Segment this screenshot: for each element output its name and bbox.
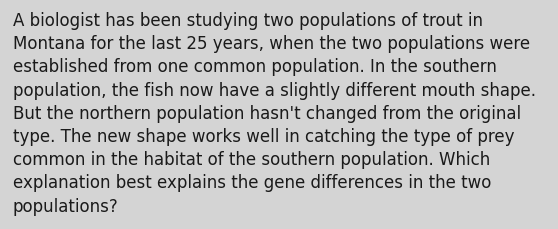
Text: population, the fish now have a slightly different mouth shape.: population, the fish now have a slightly… bbox=[13, 81, 536, 99]
Text: type. The new shape works well in catching the type of prey: type. The new shape works well in catchi… bbox=[13, 128, 514, 145]
Text: common in the habitat of the southern population. Which: common in the habitat of the southern po… bbox=[13, 150, 490, 169]
Text: Montana for the last 25 years, when the two populations were: Montana for the last 25 years, when the … bbox=[13, 35, 530, 53]
Text: established from one common population. In the southern: established from one common population. … bbox=[13, 58, 497, 76]
Text: populations?: populations? bbox=[13, 197, 119, 215]
Text: But the northern population hasn't changed from the original: But the northern population hasn't chang… bbox=[13, 104, 521, 122]
Text: explanation best explains the gene differences in the two: explanation best explains the gene diffe… bbox=[13, 174, 492, 192]
Text: A biologist has been studying two populations of trout in: A biologist has been studying two popula… bbox=[13, 12, 483, 30]
